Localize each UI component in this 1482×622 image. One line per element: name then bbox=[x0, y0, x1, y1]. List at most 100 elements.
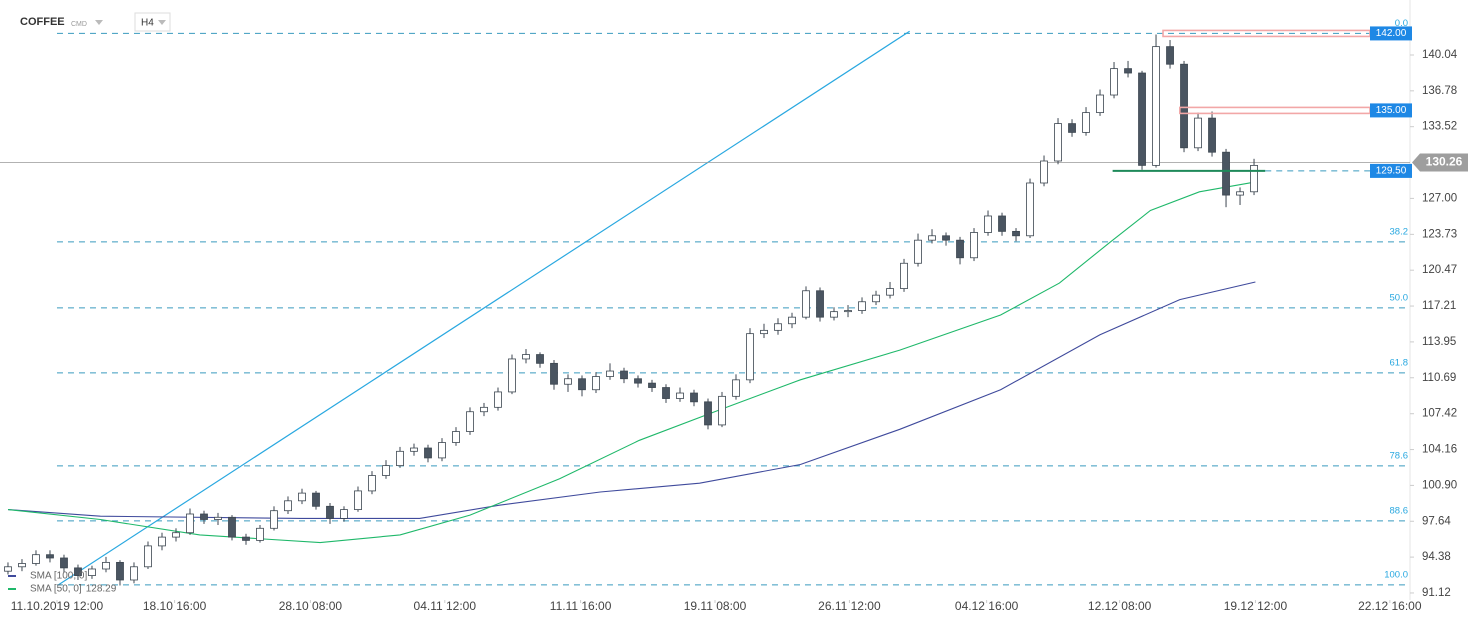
candle-body bbox=[298, 492, 306, 502]
candle-body bbox=[1040, 160, 1048, 184]
candle-body bbox=[1208, 117, 1216, 153]
fib-label: 100.0 bbox=[1384, 569, 1408, 580]
y-tick-label: 117.21 bbox=[1422, 300, 1456, 312]
candle-body bbox=[928, 235, 936, 241]
candle-body bbox=[522, 354, 530, 360]
interval: H4 bbox=[141, 18, 154, 29]
candle-body bbox=[312, 492, 320, 507]
candle-body bbox=[690, 392, 698, 403]
sma-line bbox=[7, 281, 1256, 519]
candle-body bbox=[564, 378, 572, 385]
candle-body bbox=[872, 294, 880, 303]
x-tick-label: 19.11 08:00 bbox=[684, 599, 747, 613]
candle-body bbox=[494, 391, 502, 408]
candle-body bbox=[648, 382, 656, 388]
fib-label: 78.6 bbox=[1390, 450, 1409, 461]
candle-body bbox=[970, 232, 978, 259]
candle-body bbox=[1152, 46, 1160, 166]
candle-body bbox=[662, 387, 670, 399]
candle-body bbox=[130, 566, 138, 581]
candle-body bbox=[32, 554, 40, 564]
candle-body bbox=[74, 567, 82, 576]
candle-body bbox=[46, 554, 54, 559]
candle-body bbox=[732, 379, 740, 397]
candle-body bbox=[270, 510, 278, 529]
candle-body bbox=[214, 516, 222, 520]
candle-body bbox=[1082, 112, 1090, 133]
x-tick-label: 04.11 12:00 bbox=[414, 599, 477, 613]
candle-body bbox=[858, 301, 866, 311]
level-label: 135.00 bbox=[1376, 105, 1407, 116]
candle-body bbox=[186, 513, 194, 534]
y-tick-label: 120.47 bbox=[1422, 264, 1457, 276]
symbol: COFFEE bbox=[20, 16, 65, 28]
candle-body bbox=[326, 505, 334, 519]
candle-body bbox=[1110, 68, 1118, 96]
candle-body bbox=[620, 370, 628, 380]
candle-body bbox=[1180, 63, 1188, 149]
x-tick-label: 28.10 08:00 bbox=[279, 599, 343, 613]
fib-label: 38.2 bbox=[1390, 226, 1409, 237]
y-tick-label: 94.38 bbox=[1422, 551, 1451, 563]
candle-body bbox=[844, 310, 852, 313]
candle-body bbox=[242, 536, 250, 541]
candle-body bbox=[480, 406, 488, 413]
candle-body bbox=[1138, 72, 1146, 166]
candle-body bbox=[998, 215, 1006, 232]
x-tick-label: 04.12 16:00 bbox=[955, 599, 1019, 613]
candle-body bbox=[1194, 117, 1202, 149]
candle-body bbox=[228, 516, 236, 538]
candle-body bbox=[18, 563, 26, 568]
dropdown-arrow bbox=[158, 20, 166, 25]
candle-body bbox=[914, 239, 922, 264]
candle-body bbox=[718, 395, 726, 426]
candle-body bbox=[942, 235, 950, 241]
y-tick-label: 107.42 bbox=[1422, 408, 1457, 420]
y-tick-label: 104.16 bbox=[1422, 444, 1457, 456]
y-tick-label: 133.52 bbox=[1422, 121, 1457, 133]
candle-body bbox=[382, 465, 390, 476]
interval-box[interactable] bbox=[134, 12, 171, 32]
candle-body bbox=[900, 262, 908, 289]
candle-body bbox=[550, 362, 558, 385]
y-tick-label: 140.04 bbox=[1422, 49, 1458, 61]
candle-body bbox=[340, 509, 348, 519]
x-tick-label: 11.11 16:00 bbox=[550, 599, 612, 613]
x-tick-label: 18.10 16:00 bbox=[143, 599, 207, 613]
candle-body bbox=[1236, 191, 1244, 196]
candle-body bbox=[1026, 182, 1034, 237]
candle-body bbox=[284, 500, 292, 512]
y-tick-label: 97.64 bbox=[1422, 515, 1451, 527]
candle-body bbox=[606, 370, 614, 377]
candle-body bbox=[466, 411, 474, 432]
candle-body bbox=[354, 490, 362, 511]
fib-label: 88.6 bbox=[1390, 505, 1409, 516]
candle-body bbox=[774, 323, 782, 331]
candle-body bbox=[760, 329, 768, 335]
x-tick-label: 26.11 12:00 bbox=[818, 599, 881, 613]
level-label: 142.00 bbox=[1376, 28, 1407, 39]
candle-body bbox=[1054, 123, 1062, 162]
candle-body bbox=[1096, 94, 1104, 114]
fib-label: 50.0 bbox=[1390, 292, 1409, 303]
candle-body bbox=[578, 378, 586, 391]
candle-body bbox=[592, 376, 600, 391]
candle-body bbox=[424, 447, 432, 459]
candle-body bbox=[676, 392, 684, 399]
level-label: 129.50 bbox=[1376, 166, 1407, 177]
y-tick-label: 113.95 bbox=[1422, 336, 1456, 348]
candle-body bbox=[1068, 123, 1076, 133]
symbol-kind: CMD bbox=[71, 21, 87, 28]
candle-body bbox=[158, 536, 166, 547]
dropdown-arrow[interactable] bbox=[95, 20, 103, 25]
candle-body bbox=[802, 290, 810, 318]
fib-label: 61.8 bbox=[1390, 357, 1409, 368]
candle-body bbox=[452, 431, 460, 443]
candle-body bbox=[256, 527, 264, 541]
legend-name: SMA [100, 0] bbox=[30, 571, 87, 582]
candle-body bbox=[746, 333, 754, 381]
candle-body bbox=[704, 401, 712, 426]
trend-line bbox=[58, 30, 910, 586]
level-label-box bbox=[1370, 103, 1412, 118]
